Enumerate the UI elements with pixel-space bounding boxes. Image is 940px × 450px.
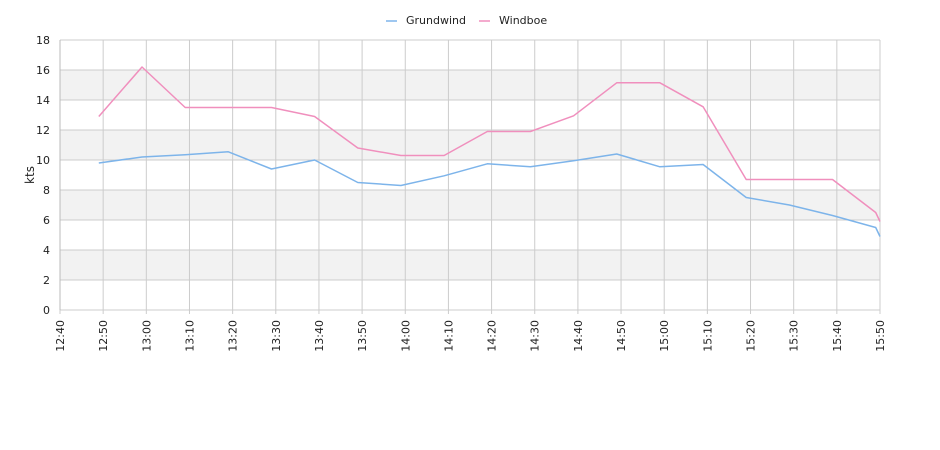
- series-line-grundwind: [98, 151, 881, 237]
- x-tick-label: 14:40: [572, 320, 585, 352]
- x-tick-label: 13:20: [227, 320, 240, 352]
- x-tick-label: 14:10: [442, 320, 455, 352]
- x-tick-label: 12:50: [97, 320, 110, 352]
- x-tick-label: 15:30: [788, 320, 801, 352]
- y-tick-label: 10: [36, 154, 50, 167]
- x-tick-label: 14:00: [399, 320, 412, 352]
- x-tick-label: 15:40: [831, 320, 844, 352]
- y-axis-title: kts: [23, 166, 37, 184]
- y-tick-label: 16: [36, 64, 50, 77]
- y-tick-label: 8: [43, 184, 50, 197]
- plot-band: [60, 130, 880, 160]
- x-tick-label: 13:50: [356, 320, 369, 352]
- series-lines: [98, 66, 881, 237]
- x-tick-label: 12:40: [54, 320, 67, 352]
- plot-band: [60, 250, 880, 280]
- y-tick-label: 12: [36, 124, 50, 137]
- y-tick-label: 18: [36, 34, 50, 47]
- legend-label: Grundwind: [406, 14, 466, 27]
- legend-label: Windboe: [499, 14, 547, 27]
- x-tick-label: 15:20: [745, 320, 758, 352]
- x-tick-label: 14:50: [615, 320, 628, 352]
- series-line-windboe: [98, 66, 881, 222]
- plot-band: [60, 190, 880, 220]
- legend: Grundwind Windboe: [386, 14, 547, 27]
- y-tick-label: 14: [36, 94, 50, 107]
- x-tick-label: 13:30: [270, 320, 283, 352]
- plot-bands: [60, 70, 880, 280]
- y-tick-label: 4: [43, 244, 50, 257]
- x-tick-label: 15:00: [658, 320, 671, 352]
- x-axis-ticks: 12:40 12:50 13:00 13:10 13:20 13:30 13:40 13:50…: [54, 320, 887, 352]
- y-axis-ticks: 0 2 4 6 8 10 12 14 16 18: [36, 34, 50, 317]
- y-tick-label: 2: [43, 274, 50, 287]
- plot-band: [60, 70, 880, 100]
- y-tick-label: 6: [43, 214, 50, 227]
- y-tick-label: 0: [43, 304, 50, 317]
- x-tick-label: 13:00: [140, 320, 153, 352]
- grid-lines: [59, 39, 881, 314]
- x-tick-label: 15:50: [874, 320, 887, 352]
- x-tick-label: 15:10: [701, 320, 714, 352]
- x-tick-label: 13:40: [313, 320, 326, 352]
- x-tick-label: 13:10: [183, 320, 196, 352]
- x-tick-label: 14:20: [486, 320, 499, 352]
- x-tick-label: 14:30: [529, 320, 542, 352]
